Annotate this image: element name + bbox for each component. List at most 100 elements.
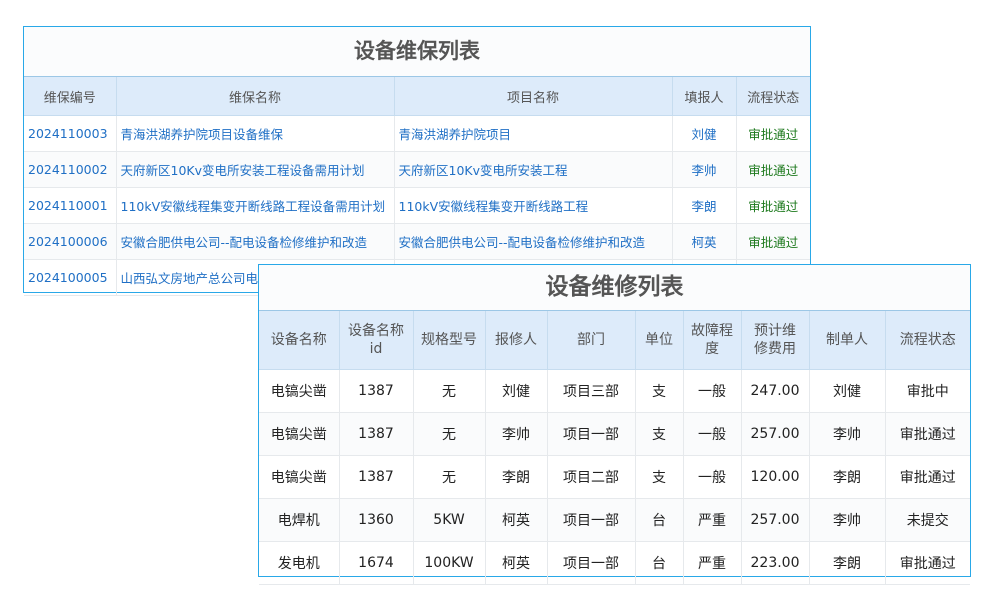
- table-cell: 支: [634, 455, 684, 499]
- table-cell[interactable]: 青海洪湖养护院项目设备维保: [115, 115, 395, 152]
- table-row[interactable]: 发电机 1674 100KW 柯英 项目一部台严重 223.00 李朗 审批通过: [259, 541, 970, 585]
- table-cell: 项目一部: [546, 412, 636, 456]
- table-cell: 1387: [338, 369, 414, 413]
- table-cell[interactable]: 青海洪湖养护院项目: [393, 115, 673, 152]
- column-header[interactable]: 报修人: [484, 311, 548, 370]
- maintenance-list-panel: 设备维保列表 维保编号 维保名称 项目名称 填报人 流程状态 2024110003 青海洪…: [23, 26, 811, 296]
- table-cell: 审批通过: [735, 187, 810, 224]
- table-cell[interactable]: 安徽合肥供电公司--配电设备检修维护和改造: [115, 223, 395, 260]
- column-header[interactable]: 故障程度: [682, 311, 742, 370]
- table-cell: 120.00: [740, 455, 810, 499]
- table-cell[interactable]: 电镐尖凿: [259, 455, 340, 499]
- repair-table: 设备名称 设备名称id 规格型号 报修人 部门 单位 故障程度 预计维修费用 制单人 流程状态 电…: [259, 311, 970, 585]
- table-cell[interactable]: 李朗: [808, 541, 886, 585]
- table-cell[interactable]: 天府新区10Kv变电所安装工程设备需用计划: [115, 151, 395, 188]
- table-cell[interactable]: 柯英: [671, 223, 737, 260]
- table-cell: 257.00: [740, 412, 810, 456]
- table-cell: 严重: [682, 498, 742, 542]
- table-cell: 支: [634, 369, 684, 413]
- table-row[interactable]: 电焊机 1360 5KW 柯英 项目一部台严重 257.00 李帅 未提交: [259, 498, 970, 542]
- table-cell: 无: [412, 412, 486, 456]
- column-header[interactable]: 流程状态: [884, 311, 970, 370]
- table-cell: 1387: [338, 455, 414, 499]
- table-cell: 审批通过: [884, 412, 970, 456]
- table-cell: 无: [412, 455, 486, 499]
- table-row[interactable]: 电镐尖凿 1387 无李帅 项目一部支一般 257.00 李帅 审批通过: [259, 412, 970, 456]
- table-cell: 一般: [682, 412, 742, 456]
- table-cell[interactable]: 安徽合肥供电公司--配电设备检修维护和改造: [393, 223, 673, 260]
- table-cell: 一般: [682, 455, 742, 499]
- table-cell: 台: [634, 498, 684, 542]
- table-cell: 审批通过: [735, 223, 810, 260]
- column-header[interactable]: 维保编号: [24, 77, 117, 116]
- table-cell[interactable]: 刘健: [671, 115, 737, 152]
- table-row[interactable]: 2024110002 天府新区10Kv变电所安装工程设备需用计划 天府新区10Kv变…: [24, 151, 810, 188]
- table-cell[interactable]: 李朗: [484, 455, 548, 499]
- table-cell[interactable]: 柯英: [484, 498, 548, 542]
- column-header[interactable]: 预计维修费用: [740, 311, 810, 370]
- column-header[interactable]: 单位: [634, 311, 684, 370]
- table-cell[interactable]: 柯英: [484, 541, 548, 585]
- table-cell[interactable]: 2024110002: [24, 151, 117, 188]
- table-cell[interactable]: 电镐尖凿: [259, 412, 340, 456]
- table-cell: 严重: [682, 541, 742, 585]
- column-header[interactable]: 维保名称: [115, 77, 395, 116]
- table-cell[interactable]: 电焊机: [259, 498, 340, 542]
- table-cell[interactable]: 发电机: [259, 541, 340, 585]
- table-cell: 项目一部: [546, 498, 636, 542]
- table-cell[interactable]: 电镐尖凿: [259, 369, 340, 413]
- table-cell: 项目三部: [546, 369, 636, 413]
- table-cell: 100KW: [412, 541, 486, 585]
- table-cell: 247.00: [740, 369, 810, 413]
- maintenance-table: 维保编号 维保名称 项目名称 填报人 流程状态 2024110003 青海洪湖养护院项目设…: [24, 77, 810, 296]
- table-cell[interactable]: 李朗: [808, 455, 886, 499]
- table-cell[interactable]: 110kV安徽线程集变开断线路工程: [393, 187, 673, 224]
- table-row[interactable]: 2024100006 安徽合肥供电公司--配电设备检修维护和改造 安徽合肥供电公司-…: [24, 223, 810, 260]
- table-cell[interactable]: 刘健: [808, 369, 886, 413]
- table-cell: 一般: [682, 369, 742, 413]
- table-cell: 223.00: [740, 541, 810, 585]
- table-cell: 未提交: [884, 498, 970, 542]
- table-cell: 5KW: [412, 498, 486, 542]
- column-header[interactable]: 部门: [546, 311, 636, 370]
- table-cell: 台: [634, 541, 684, 585]
- maintenance-list-title: 设备维保列表: [24, 27, 810, 77]
- column-header[interactable]: 流程状态: [735, 77, 810, 116]
- table-cell[interactable]: 李朗: [671, 187, 737, 224]
- table-cell[interactable]: 110kV安徽线程集变开断线路工程设备需用计划: [115, 187, 395, 224]
- table-cell: 支: [634, 412, 684, 456]
- table-cell: 1674: [338, 541, 414, 585]
- table-cell[interactable]: 天府新区10Kv变电所安装工程: [393, 151, 673, 188]
- table-cell[interactable]: 李帅: [808, 498, 886, 542]
- column-header[interactable]: 设备名称id: [338, 311, 414, 370]
- table-cell: 1387: [338, 412, 414, 456]
- table-cell: 257.00: [740, 498, 810, 542]
- column-header[interactable]: 制单人: [808, 311, 886, 370]
- table-cell: 审批通过: [735, 115, 810, 152]
- table-row[interactable]: 电镐尖凿 1387 无李朗 项目二部支一般 120.00 李朗 审批通过: [259, 455, 970, 499]
- table-cell: 项目二部: [546, 455, 636, 499]
- table-cell: 审批通过: [884, 541, 970, 585]
- table-cell[interactable]: 2024110003: [24, 115, 117, 152]
- table-cell: 无: [412, 369, 486, 413]
- table-cell[interactable]: 2024100006: [24, 223, 117, 260]
- column-header[interactable]: 规格型号: [412, 311, 486, 370]
- column-header[interactable]: 填报人: [671, 77, 737, 116]
- repair-list-panel: 设备维修列表 设备名称 设备名称id 规格型号 报修人 部门 单位 故障程度 预计维修费用 制单…: [258, 264, 971, 585]
- table-cell[interactable]: 2024110001: [24, 187, 117, 224]
- table-row[interactable]: 2024110003 青海洪湖养护院项目设备维保 青海洪湖养护院项目 刘健 审批通过: [24, 115, 810, 152]
- column-header[interactable]: 项目名称: [393, 77, 673, 116]
- table-cell[interactable]: 李帅: [808, 412, 886, 456]
- table-cell[interactable]: 李帅: [484, 412, 548, 456]
- table-cell: 项目一部: [546, 541, 636, 585]
- table-row[interactable]: 2024110001 110kV安徽线程集变开断线路工程设备需用计划 110kV安徽…: [24, 187, 810, 224]
- table-cell[interactable]: 李帅: [671, 151, 737, 188]
- table-cell: 审批通过: [884, 455, 970, 499]
- repair-list-title: 设备维修列表: [259, 265, 970, 311]
- table-cell: 审批中: [884, 369, 970, 413]
- column-header[interactable]: 设备名称: [259, 311, 340, 370]
- table-cell[interactable]: 刘健: [484, 369, 548, 413]
- table-row[interactable]: 电镐尖凿 1387 无刘健 项目三部支一般 247.00 刘健 审批中: [259, 369, 970, 413]
- table-cell: 审批通过: [735, 151, 810, 188]
- table-cell[interactable]: 2024100005: [24, 259, 117, 296]
